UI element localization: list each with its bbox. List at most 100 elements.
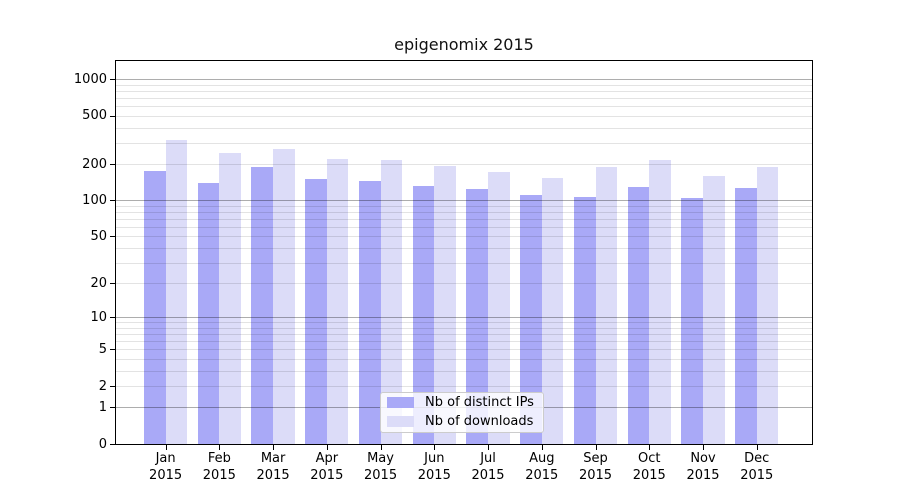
x-tick-label-jan: Jan 2015 [149, 451, 183, 483]
bar-downloads-may [380, 160, 403, 445]
x-tick-mark [595, 444, 597, 450]
y-tick-mark [110, 79, 115, 81]
gridline-minor [115, 91, 813, 93]
gridline-minor [115, 328, 813, 330]
chart-title: epigenomix 2015 [394, 35, 534, 54]
x-tick-mark [541, 444, 543, 450]
y-tick-label-1000: 1000 [73, 71, 107, 87]
bar-distinct-ips-feb [197, 182, 220, 445]
bar-downloads-jul [488, 171, 510, 445]
x-tick-mark [165, 444, 167, 450]
y-tick-label-1: 1 [98, 399, 107, 415]
gridline-minor [115, 283, 813, 285]
gridline-minor [115, 106, 813, 108]
x-tick-mark [434, 444, 436, 450]
bar-downloads-aug [541, 178, 564, 445]
bar-distinct-ips-may [358, 181, 381, 445]
x-tick-label-jun: Jun 2015 [417, 451, 451, 483]
bar-downloads-oct [649, 160, 671, 445]
x-tick-label-apr: Apr 2015 [310, 451, 344, 483]
legend-entry-distinct-ips: Nb of distinct IPs [387, 395, 535, 410]
bar-downloads-mar [273, 148, 295, 445]
bar-distinct-ips-jun [412, 185, 435, 445]
bar-distinct-ips-aug [520, 194, 542, 445]
y-tick-label-200: 200 [82, 156, 107, 172]
y-tick-label-10: 10 [90, 309, 107, 325]
gridline-major [115, 200, 813, 202]
x-tick-label-may: May 2015 [364, 451, 398, 483]
bar-distinct-ips-nov [681, 197, 703, 445]
x-tick-mark [756, 444, 758, 450]
gridline-minor [115, 212, 813, 214]
legend: Nb of distinct IPs Nb of downloads [380, 391, 544, 433]
x-tick-label-dec: Dec 2015 [740, 451, 774, 483]
y-tick-mark [110, 283, 115, 285]
x-tick-label-nov: Nov 2015 [686, 451, 720, 483]
bar-distinct-ips-dec [735, 188, 757, 445]
y-tick-label-50: 50 [90, 228, 107, 244]
x-tick-label-sep: Sep 2015 [578, 451, 613, 483]
bar-downloads-sep [595, 166, 618, 445]
gridline-minor [115, 236, 813, 238]
bar-downloads-jan [165, 139, 188, 445]
gridline-minor [115, 227, 813, 229]
bar-distinct-ips-mar [251, 166, 274, 445]
gridline-minor [115, 164, 813, 166]
gridline-minor [115, 142, 813, 144]
bar-downloads-feb [219, 153, 241, 445]
bar-distinct-ips-sep [573, 196, 596, 445]
gridline-major [115, 317, 813, 319]
gridline-minor [115, 98, 813, 100]
bar-distinct-ips-jul [466, 189, 489, 445]
gridline-minor [115, 84, 813, 86]
y-tick-label-20: 20 [90, 275, 107, 291]
legend-swatch-downloads-icon [387, 416, 414, 427]
legend-swatch-distinct-ips-icon [387, 397, 414, 408]
gridline-minor [115, 127, 813, 129]
y-tick-mark [110, 164, 115, 166]
bar-distinct-ips-oct [627, 186, 650, 445]
x-tick-label-mar: Mar 2015 [256, 451, 290, 483]
x-tick-mark [703, 444, 704, 450]
gridline-minor [115, 205, 813, 207]
x-tick-label-feb: Feb 2015 [202, 451, 236, 483]
gridline-minor [115, 370, 813, 372]
bar-downloads-apr [326, 158, 349, 445]
bar-distinct-ips-jan [144, 170, 166, 445]
gridline-minor [115, 334, 813, 336]
bar-downloads-jun [434, 165, 456, 445]
gridline-minor [115, 386, 813, 388]
bar-distinct-ips-apr [305, 178, 327, 445]
y-tick-label-5: 5 [98, 341, 107, 357]
y-tick-mark [110, 317, 115, 319]
gridline-minor [115, 115, 813, 117]
y-tick-mark [110, 407, 115, 409]
y-tick-label-500: 500 [82, 108, 107, 124]
x-tick-mark [219, 444, 221, 450]
x-tick-mark [380, 444, 382, 450]
gridline-minor [115, 219, 813, 221]
y-tick-label-2: 2 [98, 378, 107, 394]
x-tick-label-oct: Oct 2015 [632, 451, 666, 483]
x-tick-mark [326, 444, 328, 450]
gridline-minor [115, 349, 813, 351]
y-tick-label-0: 0 [98, 436, 107, 452]
legend-entry-downloads: Nb of downloads [387, 414, 535, 429]
gridline-minor [115, 248, 813, 249]
x-tick-mark [488, 444, 490, 450]
y-tick-label-100: 100 [82, 192, 107, 208]
x-tick-label-aug: Aug 2015 [525, 451, 559, 483]
x-tick-label-jul: Jul 2015 [471, 451, 505, 483]
gridline-minor [115, 359, 813, 361]
y-tick-mark [110, 444, 115, 445]
bar-downloads-nov [703, 175, 725, 445]
gridline-minor [115, 262, 813, 264]
gridline-minor [115, 341, 813, 343]
gridline-major [115, 79, 813, 81]
x-tick-mark [649, 444, 651, 450]
legend-label-distinct-ips: Nb of distinct IPs [425, 395, 534, 410]
y-tick-mark [110, 115, 115, 117]
gridline-minor [115, 322, 813, 324]
